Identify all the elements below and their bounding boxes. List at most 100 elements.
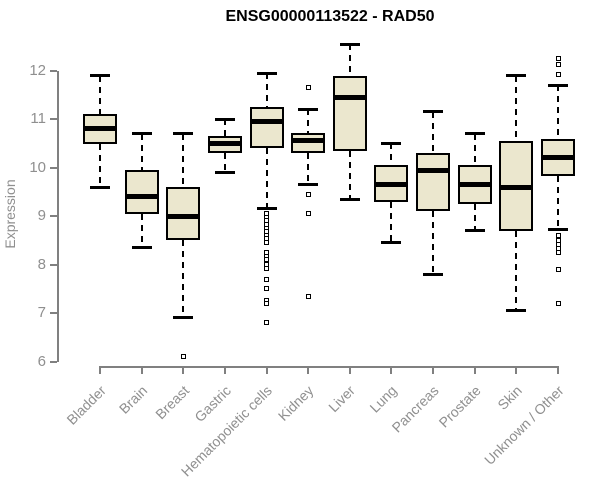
y-tick-label: 11 [30, 110, 46, 128]
x-axis-tick [307, 367, 310, 374]
lower-whisker [432, 211, 435, 275]
x-category-label: Brain [115, 382, 151, 417]
boxplot-median [416, 167, 451, 173]
lower-whisker [515, 230, 518, 311]
upper-whisker-cap [506, 74, 527, 78]
upper-whisker-cap [464, 132, 485, 136]
outlier-point [264, 286, 270, 292]
boxplot-median [374, 182, 409, 188]
lower-whisker-cap [464, 229, 485, 233]
boxplot-median [499, 184, 534, 190]
boxplot-median [291, 138, 326, 144]
outlier-point [264, 257, 270, 263]
boxplot-box [332, 75, 367, 151]
y-tick-label: 8 [37, 255, 46, 273]
upper-whisker [515, 75, 518, 141]
boxplot-median [332, 94, 367, 100]
lower-whisker [557, 175, 560, 230]
x-axis-tick [99, 367, 101, 374]
outlier-point [264, 300, 270, 306]
x-category-label: Kidney [275, 382, 317, 424]
y-tick-label: 7 [37, 304, 46, 322]
lower-whisker-cap [423, 272, 444, 276]
upper-whisker [223, 119, 226, 137]
x-category-label: Unknown / Other [481, 382, 567, 468]
y-axis-tick [50, 118, 57, 121]
lower-whisker-cap [173, 316, 194, 320]
x-category-label: Bladder [63, 382, 109, 428]
y-axis-line [57, 70, 59, 362]
outlier-point [264, 320, 270, 326]
upper-whisker [348, 44, 351, 76]
y-tick-label: 9 [37, 207, 46, 225]
y-axis-tick [50, 312, 57, 315]
lower-whisker [390, 201, 393, 243]
outlier-point [305, 293, 311, 299]
y-axis-tick [50, 69, 57, 72]
x-category-label: Prostate [435, 382, 484, 431]
x-axis-tick [515, 367, 518, 374]
boxplot-median [541, 155, 576, 161]
outlier-point [555, 233, 561, 239]
upper-whisker [557, 85, 560, 139]
lower-whisker [182, 240, 185, 318]
y-axis-tick [50, 263, 57, 266]
lower-whisker [140, 213, 143, 248]
outlier-point [264, 276, 270, 282]
upper-whisker-cap [214, 117, 235, 121]
lower-whisker-cap [214, 171, 235, 174]
x-category-label: Lung [366, 382, 401, 416]
outlier-point [305, 191, 311, 197]
boxplot-box [249, 107, 284, 149]
lower-whisker [223, 153, 226, 173]
upper-whisker-cap [339, 42, 360, 46]
x-axis-tick [182, 367, 185, 374]
upper-whisker [140, 133, 143, 171]
lower-whisker-cap [298, 183, 319, 187]
y-axis-tick [50, 360, 57, 363]
upper-whisker-cap [381, 141, 402, 145]
x-category-label: Skin [494, 382, 526, 413]
boxplot-box [124, 170, 159, 214]
x-axis-tick [265, 367, 268, 374]
upper-whisker [432, 111, 435, 154]
y-axis-tick [50, 215, 57, 218]
upper-whisker [390, 143, 393, 166]
chart-title: ENSG00000113522 - RAD50 [225, 8, 435, 25]
outlier-point [555, 62, 561, 68]
x-category-label: Breast [151, 382, 192, 423]
lower-whisker [348, 150, 351, 200]
outlier-point [555, 56, 561, 62]
upper-whisker [265, 73, 268, 108]
lower-whisker-cap [90, 185, 110, 189]
outlier-point [264, 240, 270, 246]
upper-whisker [307, 109, 310, 133]
x-category-label: Liver [325, 382, 359, 416]
upper-whisker-cap [548, 83, 569, 87]
boxplot-box [416, 153, 451, 212]
upper-whisker-cap [298, 107, 319, 111]
lower-whisker-cap [339, 197, 360, 201]
lower-whisker-cap [131, 246, 152, 250]
upper-whisker-cap [131, 132, 152, 136]
outlier-point [555, 300, 561, 306]
y-tick-label: 6 [37, 352, 46, 370]
x-axis-tick [348, 367, 351, 374]
upper-whisker-cap [256, 71, 277, 75]
x-axis-tick [432, 367, 435, 374]
x-axis-tick [390, 367, 393, 374]
upper-whisker [99, 75, 101, 115]
boxplot-median [83, 126, 117, 132]
upper-whisker-cap [173, 132, 194, 136]
boxplot-median [124, 194, 159, 200]
x-axis-line [99, 366, 560, 368]
lower-whisker [307, 153, 310, 185]
upper-whisker [473, 133, 476, 166]
x-axis-tick [557, 367, 560, 374]
outlier-point [555, 250, 561, 255]
x-axis-tick [140, 367, 143, 374]
x-axis-tick [223, 367, 226, 374]
outlier-point [180, 354, 186, 360]
upper-whisker [182, 133, 185, 188]
lower-whisker [99, 144, 101, 188]
